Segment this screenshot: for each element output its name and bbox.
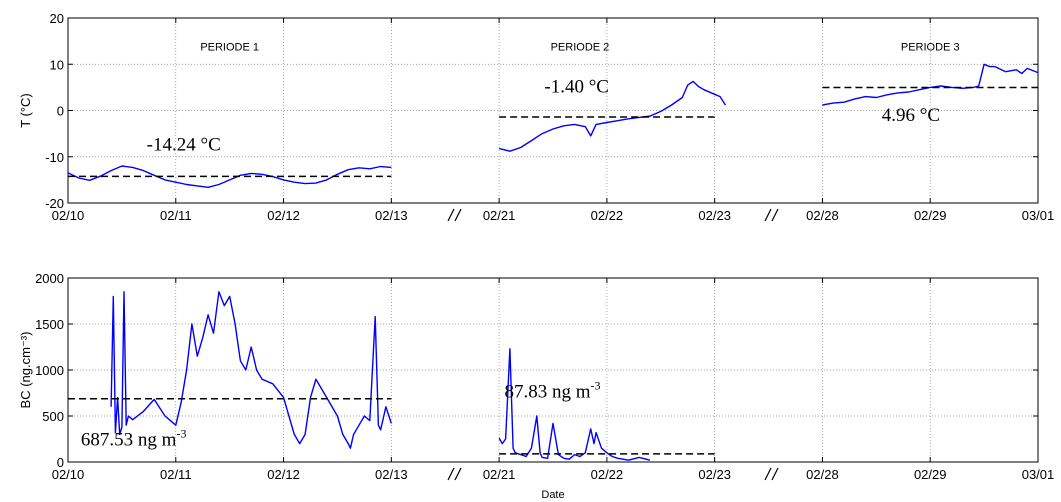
panel-1-series-line-2 — [498, 80, 726, 152]
panel-2-xtick-label: 03/01 — [1022, 467, 1055, 482]
panel-2-ytick-label: 0 — [57, 455, 64, 470]
panel-1-ylabel: T (°C) — [18, 93, 33, 128]
panel-1-axis-break-b — [771, 208, 779, 222]
panel-1-series-line-1 — [67, 165, 392, 188]
panel-2-ytick-label: 1500 — [35, 317, 64, 332]
panel-1-xtick-label: 02/22 — [591, 208, 624, 223]
panel-1-mean-label-3: 4.96 °C — [882, 105, 940, 126]
panel-1-period-label: PERIODE 3 — [901, 41, 960, 53]
panel-2-xtick-label: 02/21 — [483, 467, 516, 482]
panel-2-xtick-label: 02/29 — [914, 467, 947, 482]
panel-2-axes-frame — [67, 277, 1039, 463]
panel-1-mean-label-2: -1.40 °C — [544, 76, 609, 97]
panel-2-xtick-label: 02/22 — [591, 467, 624, 482]
panel-1-ytick-label: 10 — [50, 57, 64, 72]
panel-1-axis-break-b — [454, 208, 462, 222]
panel-2-axis-break-b — [771, 467, 779, 481]
panel-2-series-line-2 — [498, 348, 651, 461]
panel-2-xtick-label: 02/28 — [806, 467, 839, 482]
panel-2-ylabel: BC (ng.cm⁻³) — [18, 332, 33, 409]
panel-1-ytick-label: 0 — [57, 104, 64, 119]
panel-2-ytick-label: 1000 — [35, 363, 64, 378]
panel-2-axis-break-a — [764, 467, 772, 481]
panel-1-series-line-3 — [822, 63, 1039, 106]
panel-1-xtick-label: 02/12 — [267, 208, 300, 223]
panel-1-ytick-label: -10 — [45, 150, 64, 165]
panel-2-xtick-label: 02/10 — [52, 467, 85, 482]
panel-2-xtick-label: 02/13 — [375, 467, 408, 482]
panel-1-xtick-label: 02/11 — [160, 208, 192, 223]
panel-2-mean-label-sup: -3 — [591, 379, 601, 393]
panel-2-ytick-label: 2000 — [35, 271, 64, 286]
panel-1-xtick-label: 02/23 — [698, 208, 731, 223]
panel-2-xlabel: Date — [541, 489, 564, 501]
panel-2-xtick-label: 02/12 — [267, 467, 300, 482]
panel-2-xtick-label: 02/11 — [160, 467, 192, 482]
panel-1-period-label: PERIODE 2 — [551, 41, 610, 53]
panel-1-xtick-label: 02/21 — [483, 208, 516, 223]
panel-1-period-label: PERIODE 1 — [200, 41, 259, 53]
panel-2-mean-label-1: 687.53 ng m-3 — [81, 426, 187, 450]
panel-2-ytick-label: 500 — [42, 409, 64, 424]
panel-1-ytick-label: -20 — [45, 196, 64, 211]
panel-1-xtick-label: 03/01 — [1022, 208, 1055, 223]
panel-2-axis-break-b — [454, 467, 462, 481]
panel-1-xtick-label: 02/28 — [806, 208, 839, 223]
panel-1-axis-break-a — [447, 208, 455, 222]
panel-1-xtick-label: 02/29 — [914, 208, 947, 223]
panel-2-axis-break-a — [447, 467, 455, 481]
panel-1-xtick-label: 02/10 — [52, 208, 85, 223]
panel-1-mean-label-1: -14.24 °C — [147, 134, 221, 155]
panel-2-mean-label-sup: -3 — [176, 426, 186, 440]
panel-2-series-line-1 — [110, 291, 392, 449]
panel-1-xtick-label: 02/13 — [375, 208, 408, 223]
panel-1-ytick-label: 20 — [50, 11, 64, 26]
panel-2-mean-label-2: 87.83 ng m-3 — [505, 379, 601, 403]
panel-1-axis-break-a — [764, 208, 772, 222]
panel-2-xtick-label: 02/23 — [698, 467, 731, 482]
